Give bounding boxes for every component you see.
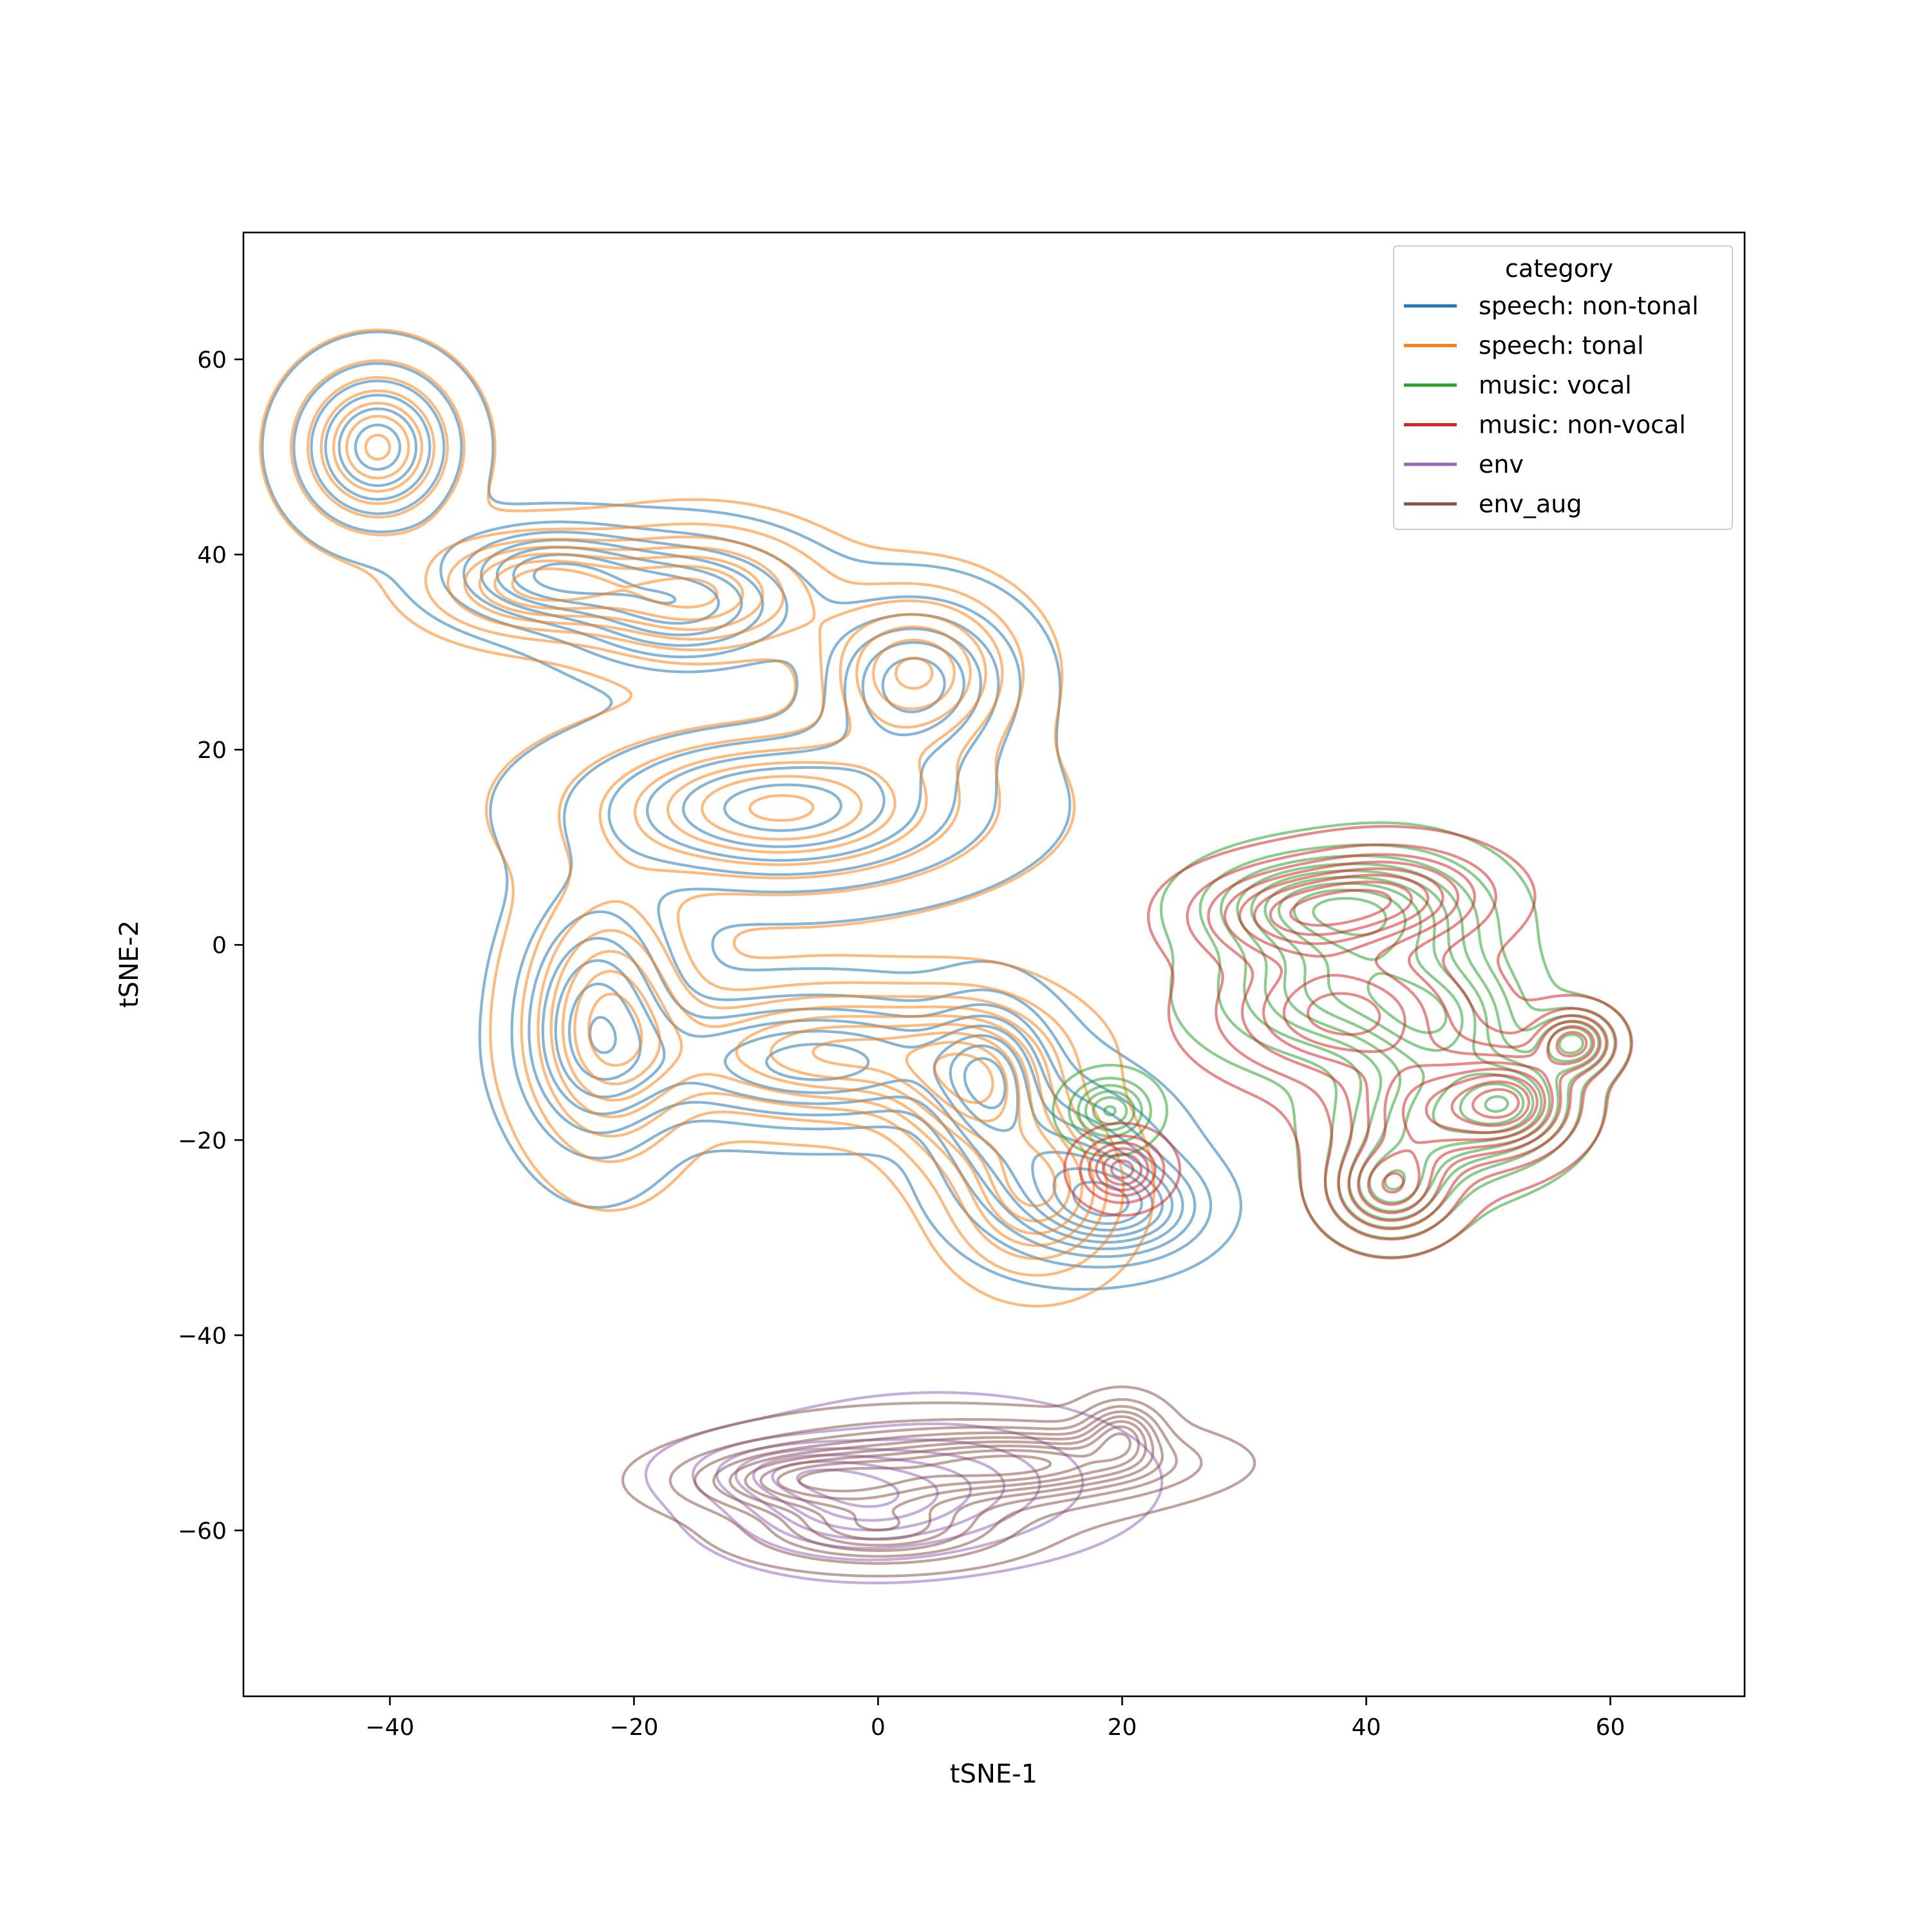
legend-label: music: non-vocal xyxy=(1479,411,1686,439)
y-axis-label: tSNE-2 xyxy=(115,920,144,1008)
contour-line xyxy=(933,1052,994,1104)
contour-line xyxy=(759,1425,1141,1532)
contour-line xyxy=(345,415,1072,1223)
contour-line xyxy=(1101,867,1595,1215)
contour-line xyxy=(728,1415,1155,1547)
legend-title: category xyxy=(1505,254,1613,283)
y-tick-label: −60 xyxy=(178,1518,227,1544)
x-tick-label: 40 xyxy=(1352,1714,1381,1741)
y-tick-label: 60 xyxy=(197,347,227,374)
contour-line xyxy=(905,1041,1009,1122)
contour-line xyxy=(1079,843,1618,1241)
contour-line xyxy=(354,423,1164,1238)
y-tick-label: 20 xyxy=(197,737,227,764)
y-tick-label: −40 xyxy=(178,1323,227,1349)
contour-line xyxy=(332,401,1084,1235)
legend-entries: speech: non-tonal speech: tonal music: voc… xyxy=(1404,292,1699,518)
contour-line xyxy=(364,433,1057,1208)
contour-line xyxy=(1269,880,1539,1194)
contour-line xyxy=(693,1405,1178,1558)
contour-line xyxy=(1095,860,1602,1222)
x-tick-label: −40 xyxy=(365,1714,414,1741)
contour-line xyxy=(307,376,1108,1260)
contour-line xyxy=(337,407,1174,1244)
contour-line xyxy=(261,330,1242,1291)
contour-line xyxy=(776,1432,1132,1501)
contour-line xyxy=(1289,889,1531,1127)
contour-series xyxy=(259,328,1156,1308)
contour-line xyxy=(292,362,1213,1269)
x-tick-label: 0 xyxy=(871,1714,886,1741)
contour-layer xyxy=(259,328,1633,1585)
legend: category speech: non-tonal speech: tonal m… xyxy=(1393,245,1733,530)
contour-line xyxy=(798,1454,1052,1493)
contour-line xyxy=(1472,1088,1520,1119)
contour-line xyxy=(1063,825,1633,1260)
contour-line xyxy=(712,1410,1164,1552)
x-tick-label: 60 xyxy=(1596,1714,1625,1741)
legend-box xyxy=(1393,245,1733,530)
x-axis: −40 −20 0 20 40 60 xyxy=(365,1696,1625,1741)
x-tick-label: −20 xyxy=(609,1714,658,1741)
legend-label: speech: tonal xyxy=(1479,332,1644,360)
y-tick-label: 40 xyxy=(197,542,227,569)
contour-line xyxy=(668,1398,1203,1565)
x-tick-label: 20 xyxy=(1108,1714,1137,1741)
legend-label: env_aug xyxy=(1479,490,1582,518)
legend-label: music: vocal xyxy=(1479,371,1632,399)
x-axis-label: tSNE-1 xyxy=(950,1759,1037,1789)
plot-area xyxy=(242,231,1746,1698)
y-axis: −60 −40 −20 0 20 40 60 xyxy=(178,347,243,1544)
contour-line xyxy=(1110,873,1588,1206)
y-tick-label: −20 xyxy=(178,1128,227,1154)
contour-line xyxy=(744,1420,1147,1541)
contour-series xyxy=(1063,825,1633,1260)
contour-series xyxy=(621,1385,1256,1578)
y-tick-label: 0 xyxy=(212,933,227,959)
contour-line xyxy=(259,328,1156,1308)
axes-frame xyxy=(242,231,1746,1698)
contour-line xyxy=(319,389,1095,1247)
contour-line xyxy=(621,1385,1256,1578)
legend-label: speech: non-tonal xyxy=(1479,292,1699,320)
contour-line xyxy=(1088,853,1609,1231)
legend-label: env xyxy=(1479,450,1524,478)
